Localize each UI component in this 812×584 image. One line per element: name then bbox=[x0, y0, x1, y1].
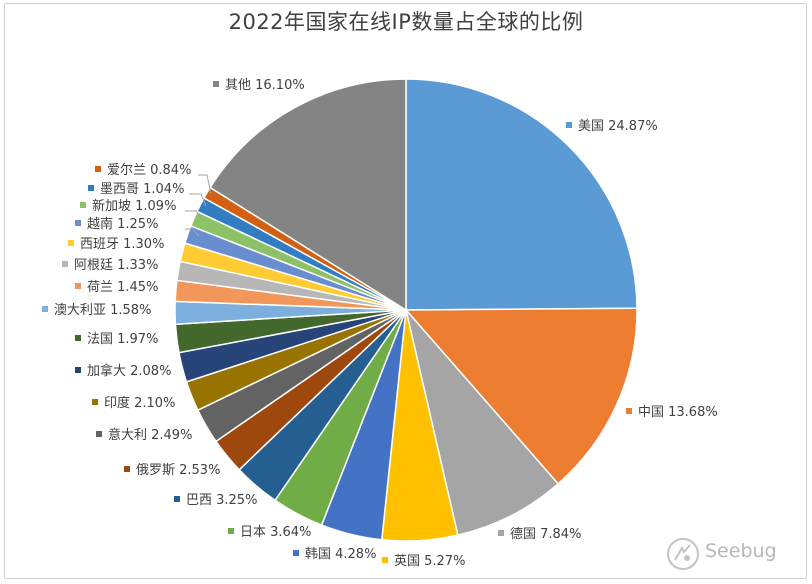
legend-swatch bbox=[95, 166, 101, 172]
slice-label-text: 俄罗斯 2.53% bbox=[136, 463, 220, 478]
slice-label-3: 德国 7.84% bbox=[498, 527, 581, 542]
slice-label-text: 中国 13.68% bbox=[638, 405, 718, 420]
slice-label-text: 其他 16.10% bbox=[225, 78, 305, 93]
slice-label-text: 英国 5.27% bbox=[394, 554, 465, 569]
slice-label-text: 法国 1.97% bbox=[87, 332, 158, 347]
slice-label-15: 阿根廷 1.33% bbox=[62, 258, 158, 273]
legend-swatch bbox=[88, 185, 94, 191]
slice-label-text: 巴西 3.25% bbox=[186, 493, 257, 508]
slice-label-9: 意大利 2.49% bbox=[96, 427, 192, 443]
legend-swatch bbox=[75, 283, 81, 289]
legend-swatch bbox=[75, 335, 81, 341]
slice-label-14: 荷兰 1.45% bbox=[75, 280, 158, 295]
slice-label-text: 韩国 4.28% bbox=[305, 547, 376, 562]
leader-line bbox=[198, 174, 212, 195]
slice-label-1: 美国 24.87% bbox=[566, 119, 658, 134]
slice-label-text: 日本 3.64% bbox=[240, 525, 311, 540]
slice-label-21: 其他 16.10% bbox=[213, 78, 305, 93]
slice-label-12: 法国 1.97% bbox=[75, 332, 158, 347]
slice-label-7: 巴西 3.25% bbox=[174, 493, 257, 508]
pie-slice-1 bbox=[405, 78, 638, 311]
slice-label-10: 印度 2.10% bbox=[92, 395, 175, 411]
legend-swatch bbox=[75, 220, 81, 226]
slice-label-17: 越南 1.25% bbox=[75, 216, 158, 232]
slice-label-6: 日本 3.64% bbox=[228, 525, 311, 540]
legend-swatch bbox=[566, 122, 572, 128]
pie-slice-2 bbox=[404, 307, 638, 485]
slice-label-4: 英国 5.27% bbox=[382, 554, 465, 569]
slice-label-text: 意大利 2.49% bbox=[108, 427, 192, 443]
legend-swatch bbox=[75, 367, 81, 373]
legend-swatch bbox=[68, 240, 74, 246]
slice-label-text: 澳大利亚 1.58% bbox=[54, 302, 151, 318]
slice-label-13: 澳大利亚 1.58% bbox=[42, 302, 151, 318]
slice-label-text: 阿根廷 1.33% bbox=[74, 258, 158, 273]
slice-label-11: 加拿大 2.08% bbox=[75, 363, 171, 379]
leader-line bbox=[189, 193, 207, 207]
slice-label-text: 爱尔兰 0.84% bbox=[107, 163, 191, 178]
slice-label-20: 爱尔兰 0.84% bbox=[95, 163, 191, 178]
slice-label-text: 新加坡 1.09% bbox=[92, 198, 176, 214]
legend-swatch bbox=[174, 496, 180, 502]
slice-label-text: 加拿大 2.08% bbox=[87, 363, 171, 379]
legend-swatch bbox=[382, 557, 388, 563]
slice-label-19: 墨西哥 1.04% bbox=[88, 182, 184, 197]
pie-slice-21 bbox=[209, 78, 407, 312]
legend-swatch bbox=[498, 530, 504, 536]
slice-label-8: 俄罗斯 2.53% bbox=[124, 463, 220, 478]
slice-label-16: 西班牙 1.30% bbox=[68, 237, 164, 252]
leader-line bbox=[185, 210, 202, 219]
slice-label-text: 荷兰 1.45% bbox=[87, 280, 158, 295]
slice-label-text: 墨西哥 1.04% bbox=[100, 182, 184, 197]
pie-slice-3 bbox=[405, 309, 560, 537]
slice-label-2: 中国 13.68% bbox=[626, 405, 718, 420]
slice-label-5: 韩国 4.28% bbox=[293, 547, 376, 562]
legend-swatch bbox=[80, 202, 86, 208]
slice-label-text: 美国 24.87% bbox=[578, 119, 658, 134]
slice-label-text: 印度 2.10% bbox=[104, 395, 175, 411]
slice-label-text: 西班牙 1.30% bbox=[80, 237, 164, 252]
chart-title: 2022年国家在线IP数量占全球的比例 bbox=[228, 10, 584, 34]
seebug-watermark: Seebug bbox=[665, 536, 795, 572]
legend-swatch bbox=[92, 399, 98, 405]
legend-swatch bbox=[42, 306, 48, 312]
slice-label-text: 越南 1.25% bbox=[87, 216, 158, 232]
legend-swatch bbox=[213, 81, 219, 87]
leader-line bbox=[185, 228, 200, 237]
legend-swatch bbox=[96, 431, 102, 437]
slice-label-18: 新加坡 1.09% bbox=[80, 198, 176, 214]
slice-label-text: 德国 7.84% bbox=[510, 527, 581, 542]
seebug-logo-icon bbox=[667, 538, 699, 570]
legend-swatch bbox=[62, 261, 68, 267]
legend-swatch bbox=[626, 408, 632, 414]
legend-swatch bbox=[228, 528, 234, 534]
legend-swatch bbox=[124, 466, 130, 472]
legend-swatch bbox=[293, 550, 299, 556]
watermark-text: Seebug bbox=[705, 540, 777, 562]
